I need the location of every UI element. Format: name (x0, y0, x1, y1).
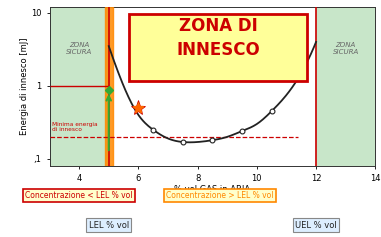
Text: Minima energia
di innesco: Minima energia di innesco (52, 122, 98, 132)
Text: Concentrazione > LEL % vol: Concentrazione > LEL % vol (166, 191, 274, 200)
Text: UEL % vol: UEL % vol (295, 221, 337, 230)
Y-axis label: Energia di innesco [mJ]: Energia di innesco [mJ] (20, 38, 29, 135)
Bar (316, 7, 375, 166)
Bar (50, 7, 109, 166)
Text: ZONA DI
INNESCO: ZONA DI INNESCO (176, 17, 260, 59)
Text: Concentrazione < LEL % vol: Concentrazione < LEL % vol (26, 191, 133, 200)
Text: ZONA
SICURA: ZONA SICURA (66, 42, 92, 55)
Text: LEL % vol: LEL % vol (89, 221, 129, 230)
X-axis label: % vol GAS in ARIA: % vol GAS in ARIA (174, 185, 250, 194)
Text: ZONA
SICURA: ZONA SICURA (333, 42, 359, 55)
Bar (105, 7, 113, 166)
FancyBboxPatch shape (130, 14, 307, 82)
